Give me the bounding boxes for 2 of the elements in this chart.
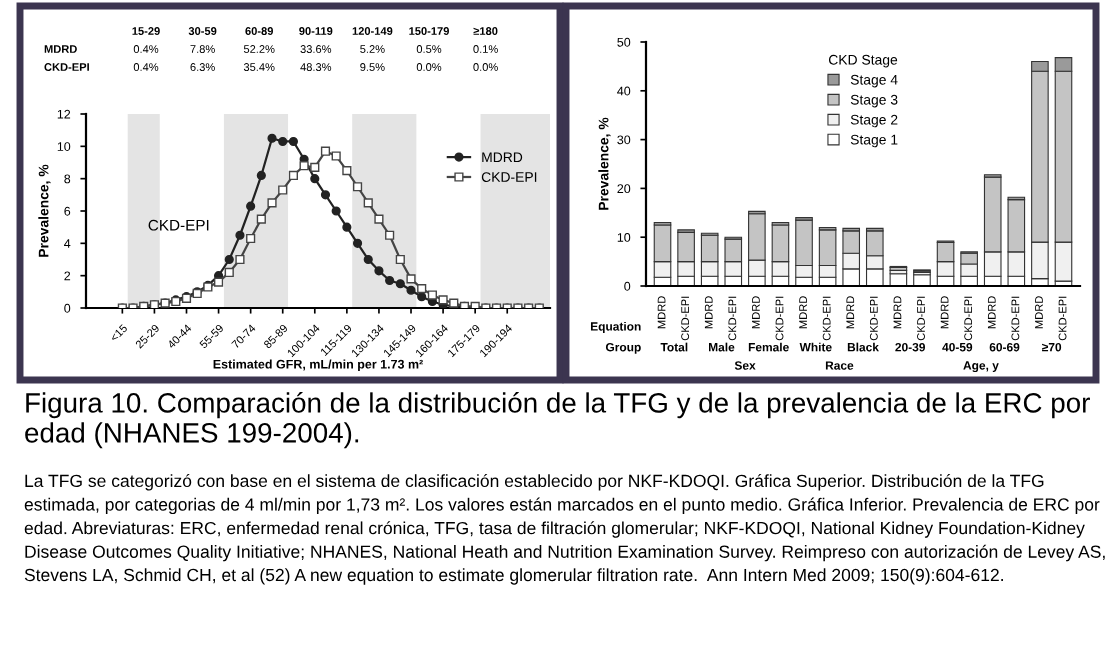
text: La TFG se categorizó con base en el sistema de clasificación establecido por NKF-KDOQI. Gráfica Superior. Distribución de la TFG estimada, por categorias de 4 ml/min por 1,73 m². Los valores están marcados en el punto medio. Gráfica Inferior. Prevalencia de ERC por edad. Abreviaturas: ERC, enfermedad renal crónica, TFG, tasa de filtración glomerular; NKF-KDOQI, National Kidney Foundation-Kidney Disease Outcomes Quality Initiative; NHANES, National Heath and Nutrition Examination Survey. Reimpreso con autorización de Levey AS, Stevens LA, Schmid CH, et al (52) A new equation to estimate glomerular filtration rate. Ann Intern Med 2009; 150(9):604-612. (24, 474, 1105, 585)
text: Figura 10. Comparación de la distribución de la TFG y de la prevalencia de la ERC por edad (NHANES 199-2004). (25, 392, 1090, 449)
